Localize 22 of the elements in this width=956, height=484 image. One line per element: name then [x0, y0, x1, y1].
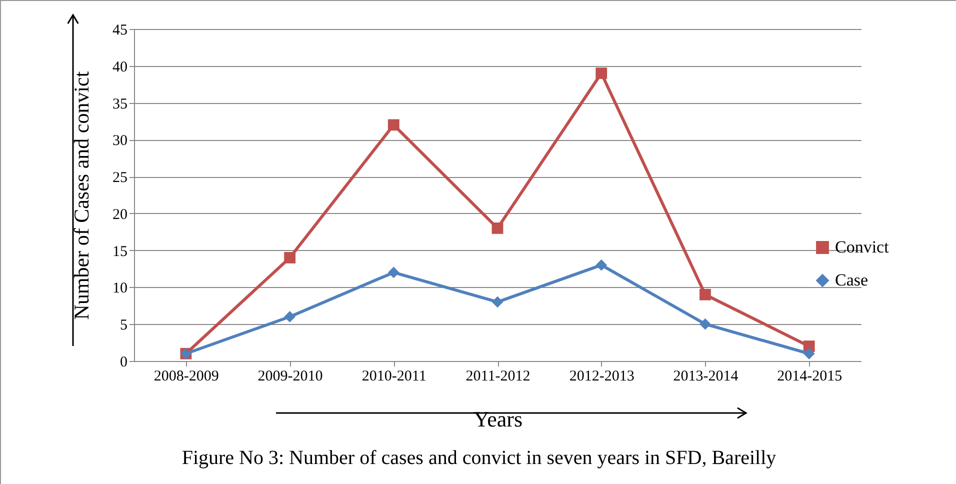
x-tick-label: 2009-2010	[258, 368, 323, 384]
x-tick-label: 2014-2015	[777, 368, 842, 384]
x-tick-label: 2012-2013	[569, 368, 634, 384]
y-tick-label: 5	[120, 318, 128, 334]
y-tick-label: 0	[120, 354, 128, 370]
x-axis-title: Years	[473, 406, 523, 432]
y-axis-title: Number of Cases and convict	[70, 71, 94, 320]
y-tick-label: 20	[112, 206, 128, 223]
y-tick-label: 30	[112, 133, 128, 150]
y-tick-label: 40	[112, 59, 128, 76]
x-tick-label: 2011-2012	[466, 368, 530, 384]
y-tick-label: 45	[112, 22, 128, 38]
y-tick-label: 25	[112, 170, 128, 186]
y-tick-label: 10	[112, 280, 128, 297]
text: Figure No 3: Number of cases and convict in seven years in SFD, Bareilly	[180, 447, 778, 470]
x-tick-label: 2008-2009	[154, 368, 219, 384]
x-tick-label: 2010-2011	[362, 368, 426, 384]
y-tick-label: 15	[112, 244, 128, 260]
legend-label: Convict	[835, 238, 890, 256]
y-tick-label: 35	[112, 96, 128, 112]
legend-label: Case	[835, 270, 868, 290]
x-tick-label: 2013-2014	[673, 368, 739, 384]
